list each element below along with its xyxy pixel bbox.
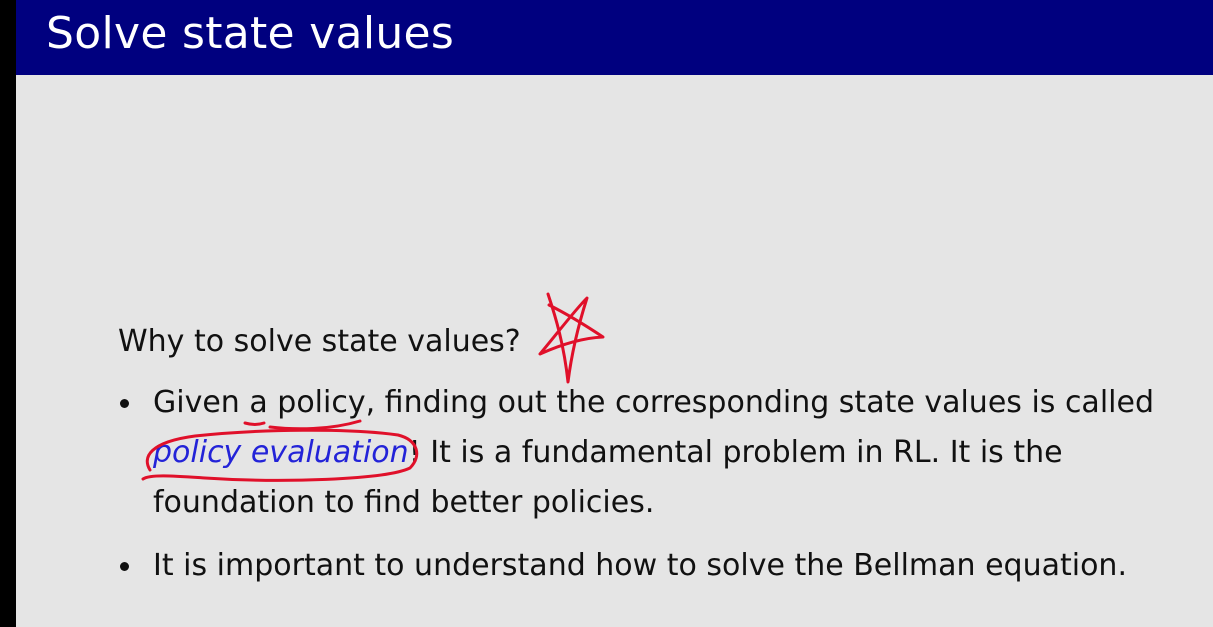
title-bar: Solve state values (16, 0, 1213, 75)
bullet-1: Given a policy, finding out the correspo… (153, 378, 1203, 528)
bullet-1-policy: policy (277, 385, 366, 420)
slide-title: Solve state values (46, 8, 455, 59)
bullet-dot-1 (120, 399, 129, 408)
question-text: Why to solve state values? (118, 324, 521, 359)
bullet-1-line-2: policy evaluation! It is a fundamental p… (153, 428, 1203, 478)
bullet-1-line-2-rest: ! It is a fundamental problem in RL. It … (408, 435, 1063, 470)
bullet-1-line-1: Given a policy, finding out the correspo… (153, 378, 1203, 428)
bullet-1-line-3: foundation to find better policies. (153, 485, 655, 520)
slide: Solve state values Why to solve state va… (16, 0, 1213, 627)
bullet-1-a: a (249, 385, 268, 420)
bullet-1-given: Given (153, 385, 250, 420)
bullet-2: It is important to understand how to sol… (153, 548, 1127, 583)
bullet-dot-2 (120, 562, 129, 571)
policy-evaluation-term: policy evaluation (153, 435, 409, 470)
bullet-1-line-1-rest: , finding out the corresponding state va… (365, 385, 1154, 420)
bullet-1-space (268, 385, 278, 420)
